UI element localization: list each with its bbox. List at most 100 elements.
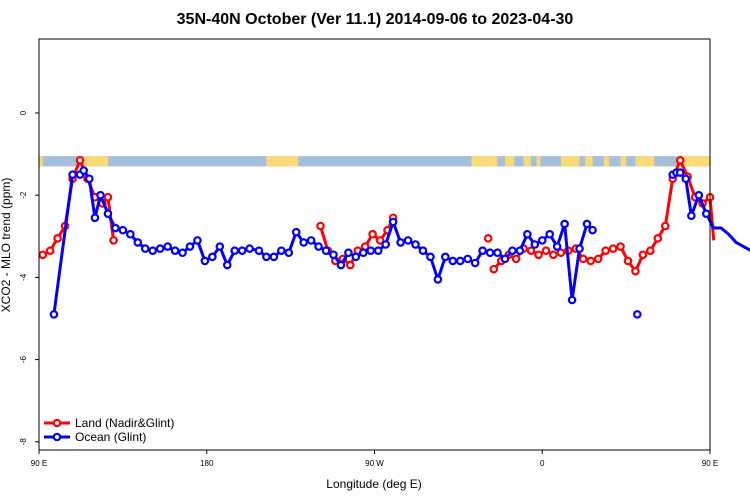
data-point [601, 246, 610, 255]
data-point [215, 242, 225, 251]
data-point [687, 211, 696, 221]
data-point [163, 242, 172, 251]
data-point [53, 234, 62, 243]
data-point [133, 238, 143, 247]
data-point [508, 246, 517, 255]
legend-swatch-marker [52, 432, 62, 442]
data-point [403, 236, 413, 245]
data-point [230, 246, 240, 255]
data-point [675, 155, 685, 165]
data-point [441, 252, 450, 262]
data-point [556, 248, 566, 258]
data-point [345, 260, 355, 270]
data-point [653, 234, 663, 243]
data-point [96, 190, 105, 200]
land-band [620, 156, 627, 167]
data-point [541, 246, 551, 255]
data-point [478, 246, 487, 255]
data-point [118, 225, 128, 235]
x-tick-label: 180 [200, 459, 214, 468]
data-point [375, 236, 385, 245]
data-point [426, 252, 435, 262]
data-point [254, 246, 264, 255]
legend-item: Ocean (Glint) [44, 430, 146, 444]
data-point [545, 229, 555, 239]
data-point [49, 310, 59, 319]
y-tick-label: -8 [19, 438, 28, 446]
data-point [489, 264, 499, 274]
legend-label: Ocean (Glint) [75, 430, 146, 444]
series-layer [38, 155, 750, 319]
data-point [111, 223, 120, 233]
land-band [39, 156, 43, 167]
data-point [306, 236, 316, 245]
data-point [586, 256, 596, 266]
data-point [45, 246, 55, 255]
ocean-band [39, 156, 710, 167]
data-point [701, 209, 711, 218]
data-point [373, 246, 383, 255]
data-point [148, 246, 157, 255]
data-point [549, 250, 558, 260]
data-point [493, 248, 502, 258]
data-point [314, 242, 323, 251]
data-point [208, 252, 217, 262]
data-point [222, 260, 232, 270]
data-point [593, 254, 603, 264]
data-point [68, 170, 77, 179]
series-land [38, 155, 716, 276]
data-point [109, 236, 118, 245]
data-point [79, 166, 89, 175]
data-point [291, 227, 301, 237]
data-point [608, 244, 618, 253]
y-axis: 0 -2 -4 -6 -8 [19, 110, 39, 445]
legend-label: Land (Nadir&Glint) [75, 416, 174, 430]
x-axis-label: Longitude (deg E) [326, 477, 421, 491]
y-tick-label: 0 [19, 110, 28, 115]
series-line [492, 158, 716, 273]
data-point [483, 234, 493, 243]
data-point [567, 295, 577, 305]
data-point [418, 246, 428, 255]
data-point [170, 246, 180, 255]
land-band [83, 156, 108, 167]
data-point [140, 244, 150, 253]
land-band [676, 156, 710, 167]
land-band [603, 156, 610, 167]
data-point [638, 250, 648, 260]
data-point [237, 246, 247, 255]
data-point [269, 252, 279, 262]
data-point [411, 240, 420, 249]
data-point [262, 252, 271, 262]
data-point [336, 260, 346, 270]
land-band [560, 156, 580, 167]
data-point [523, 229, 532, 239]
land-band [536, 156, 541, 167]
data-point [552, 242, 562, 251]
legend-item: Land (Nadir&Glint) [44, 416, 174, 430]
data-point [511, 254, 521, 264]
data-point [675, 168, 685, 177]
y-tick-label: -2 [19, 191, 28, 199]
data-point [463, 254, 472, 264]
data-point [185, 242, 195, 251]
data-point [623, 256, 633, 266]
data-point [85, 174, 94, 184]
data-point [155, 244, 165, 253]
data-point [344, 248, 353, 258]
x-axis: 90 E 180 90 W 0 90 E [31, 450, 718, 468]
data-point [38, 250, 48, 260]
data-point [515, 246, 525, 255]
data-point [681, 174, 691, 184]
data-point [245, 244, 254, 253]
data-point [193, 236, 202, 245]
data-point [616, 242, 625, 251]
data-point [200, 256, 210, 266]
data-point [500, 254, 510, 264]
legend-swatch-marker [52, 418, 62, 428]
data-point [75, 155, 85, 165]
data-point [575, 244, 584, 253]
data-point [103, 209, 113, 218]
series-ocean [49, 166, 750, 319]
data-point [366, 246, 376, 255]
